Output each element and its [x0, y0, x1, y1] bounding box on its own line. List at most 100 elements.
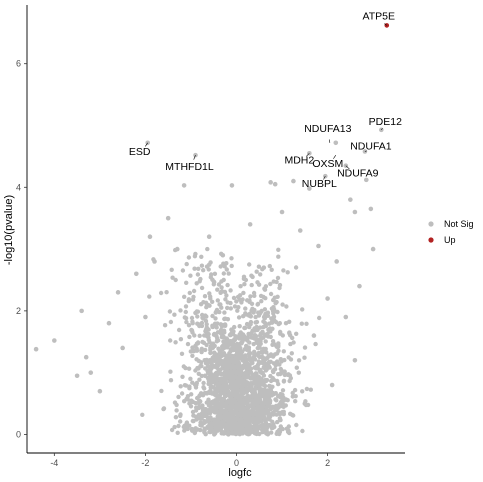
- data-point: [268, 407, 273, 412]
- data-point: [207, 262, 212, 267]
- data-point: [210, 313, 215, 319]
- label-segment: [323, 176, 326, 180]
- label-segment: [145, 142, 148, 147]
- data-point: [282, 369, 287, 374]
- data-point: [219, 285, 224, 290]
- gene-label: NDUFA9: [337, 168, 379, 180]
- data-point: [228, 306, 233, 311]
- data-point: [173, 277, 178, 283]
- data-point: [221, 271, 226, 276]
- data-point: [222, 424, 227, 429]
- data-point: [249, 335, 254, 340]
- data-point: [288, 357, 294, 362]
- data-point: [216, 338, 221, 343]
- data-point: [74, 373, 80, 379]
- data-point: [261, 365, 266, 370]
- data-point: [277, 416, 283, 421]
- data-point: [181, 183, 187, 188]
- label-segment: [381, 128, 383, 131]
- data-point: [216, 282, 222, 287]
- data-point: [195, 314, 200, 319]
- data-point: [243, 306, 248, 311]
- data-point: [172, 400, 178, 405]
- data-point: [272, 408, 278, 413]
- data-point: [271, 297, 276, 303]
- data-point: [199, 346, 204, 351]
- data-point: [172, 424, 177, 430]
- data-point: [281, 404, 286, 409]
- data-point: [213, 430, 218, 436]
- data-point: [216, 415, 221, 420]
- data-point: [226, 271, 231, 276]
- data-point: [247, 222, 253, 227]
- data-point: [208, 385, 213, 390]
- data-point: [168, 369, 173, 374]
- data-point: [225, 282, 230, 288]
- data-point: [250, 274, 255, 280]
- data-point: [243, 353, 248, 358]
- data-point: [281, 349, 286, 354]
- data-point: [204, 342, 209, 348]
- data-point: [212, 271, 218, 276]
- data-point: [237, 333, 242, 338]
- data-point: [223, 316, 228, 321]
- data-point: [260, 403, 265, 409]
- data-point: [199, 363, 204, 369]
- data-point: [219, 414, 225, 420]
- data-point: [140, 412, 145, 417]
- data-point: [278, 331, 283, 336]
- data-point: [207, 376, 213, 381]
- data-point: [52, 338, 57, 343]
- data-point: [187, 334, 192, 340]
- data-point: [215, 321, 220, 326]
- data-point: [229, 256, 234, 261]
- data-point: [186, 323, 192, 328]
- data-point: [329, 382, 335, 388]
- data-point: [278, 370, 284, 376]
- data-point: [294, 422, 299, 428]
- data-point: [297, 228, 303, 233]
- data-point: [219, 279, 224, 284]
- data-point: [188, 376, 193, 381]
- gene-label: MDH2: [284, 154, 314, 166]
- data-point: [263, 391, 269, 397]
- data-point: [203, 412, 208, 417]
- data-point: [220, 252, 226, 258]
- data-point: [248, 398, 253, 403]
- data-point: [239, 384, 244, 389]
- data-point: [212, 406, 217, 411]
- data-point: [287, 330, 292, 335]
- data-point: [300, 428, 305, 434]
- gene-label: ATP5E: [363, 10, 395, 22]
- data-point: [268, 291, 274, 297]
- data-point: [257, 389, 262, 394]
- data-point: [260, 354, 265, 360]
- data-point: [223, 297, 228, 302]
- data-point: [234, 401, 239, 406]
- data-point: [211, 390, 216, 396]
- data-point: [222, 430, 227, 435]
- data-point: [215, 287, 220, 292]
- data-point: [333, 140, 339, 146]
- data-point: [286, 424, 291, 429]
- data-point: [363, 177, 369, 183]
- data-point: [199, 254, 204, 259]
- data-point: [256, 426, 261, 431]
- data-point: [198, 392, 203, 398]
- data-point: [266, 402, 271, 408]
- data-point: [179, 351, 185, 356]
- data-point: [184, 319, 189, 325]
- data-point: [190, 297, 196, 302]
- data-point: [241, 398, 246, 403]
- data-point: [209, 272, 214, 277]
- data-point: [263, 284, 269, 289]
- data-point: [262, 399, 267, 404]
- data-point: [248, 351, 253, 356]
- data-point: [222, 371, 227, 376]
- data-point: [147, 234, 153, 240]
- data-point: [227, 363, 233, 368]
- data-point: [265, 310, 271, 315]
- data-point: [233, 395, 239, 400]
- data-point: [192, 430, 197, 436]
- data-point: [214, 372, 220, 377]
